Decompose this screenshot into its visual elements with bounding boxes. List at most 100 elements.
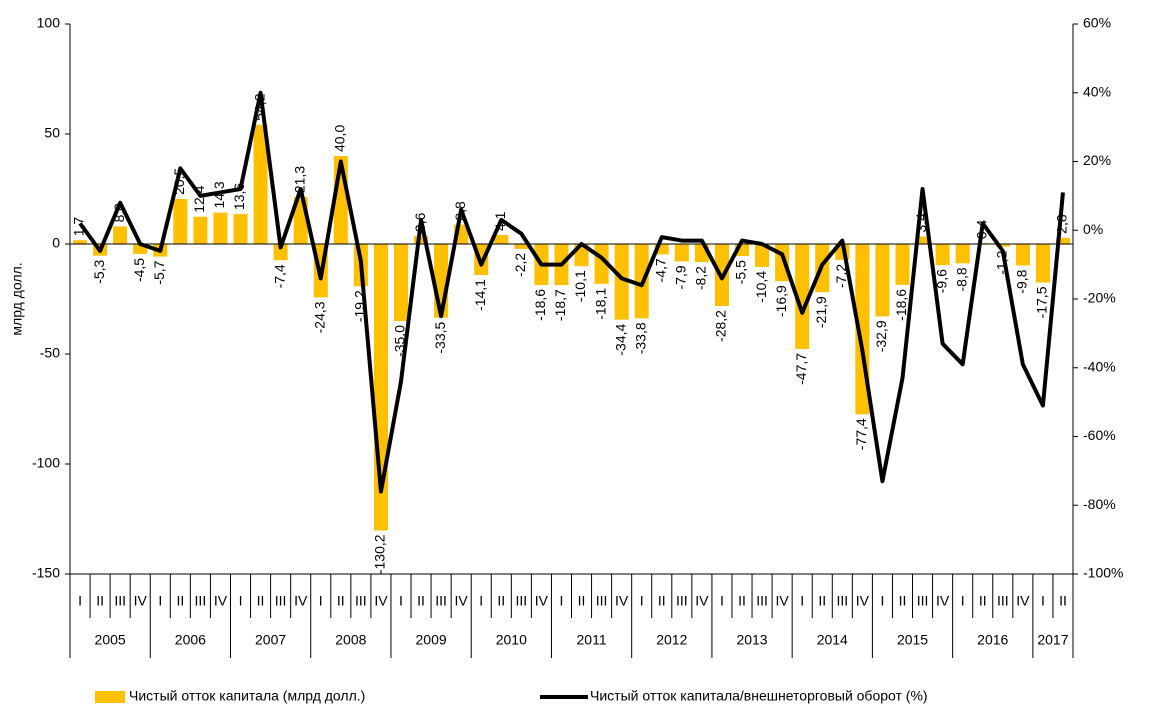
year-label: 2017 <box>1037 632 1068 648</box>
value-label: -47,7 <box>793 353 809 385</box>
year-label: 2006 <box>175 632 206 648</box>
value-label: -2,2 <box>512 253 528 277</box>
x-tick-label: III <box>114 593 126 609</box>
x-tick-label: I <box>961 593 965 609</box>
value-label: -8,8 <box>953 267 969 291</box>
value-label: 54,2 <box>251 93 267 120</box>
value-label: -18,1 <box>592 288 608 320</box>
value-label: 8,0 <box>111 203 127 223</box>
value-label: -9,8 <box>1014 269 1030 293</box>
x-tick-label: II <box>818 593 826 609</box>
year-label: 2010 <box>496 632 527 648</box>
value-label: 21,3 <box>291 166 307 193</box>
value-label: -18,6 <box>532 289 548 321</box>
value-label: -5,5 <box>733 260 749 284</box>
x-tick-label: IV <box>936 593 950 609</box>
x-tick-label: IV <box>455 593 469 609</box>
legend-label: Чистый отток капитала/внешнеторговый обо… <box>590 688 928 704</box>
x-tick-label: I <box>560 593 564 609</box>
bar <box>1035 244 1050 283</box>
value-label: -33,8 <box>632 322 648 354</box>
x-tick-label: III <box>917 593 929 609</box>
value-label: -35,0 <box>392 325 408 357</box>
bar <box>1015 244 1030 266</box>
x-tick-label: IV <box>856 593 870 609</box>
x-tick-label: I <box>720 593 724 609</box>
x-tick-label: III <box>195 593 207 609</box>
value-label: -7,2 <box>833 264 849 288</box>
bar <box>795 244 810 349</box>
x-tick-label: III <box>997 593 1009 609</box>
x-tick-label: II <box>417 593 425 609</box>
value-label: 4,1 <box>492 211 508 231</box>
value-label: -21,9 <box>813 296 829 328</box>
x-tick-label: I <box>319 593 323 609</box>
value-label: -28,2 <box>713 310 729 342</box>
y-axis-label: млрд долл. <box>9 262 25 335</box>
value-label: -10,1 <box>572 270 588 302</box>
x-tick-label: II <box>497 593 505 609</box>
value-label: 14,3 <box>211 181 227 208</box>
value-label: -130,2 <box>372 534 388 574</box>
year-label: 2015 <box>897 632 928 648</box>
value-label: -7,9 <box>673 265 689 289</box>
y2-tick-label: -60% <box>1083 427 1116 443</box>
x-tick-label: III <box>836 593 848 609</box>
value-label: -14,1 <box>472 279 488 311</box>
x-tick-label: I <box>880 593 884 609</box>
x-tick-label: II <box>1059 593 1067 609</box>
value-label: -18,7 <box>552 289 568 321</box>
x-tick-label: I <box>800 593 804 609</box>
x-tick-label: I <box>1041 593 1045 609</box>
value-label: -5,3 <box>91 259 107 283</box>
year-label: 2009 <box>416 632 447 648</box>
y2-tick-label: -80% <box>1083 496 1116 512</box>
x-tick-label: IV <box>374 593 388 609</box>
y2-tick-label: 0% <box>1083 221 1103 237</box>
x-tick-label: II <box>738 593 746 609</box>
value-label: -17,5 <box>1034 286 1050 318</box>
y-tick-label: -100 <box>32 455 60 471</box>
x-tick-label: II <box>979 593 987 609</box>
bar <box>995 244 1010 247</box>
year-label: 2011 <box>577 632 607 648</box>
value-label: -5,7 <box>151 260 167 284</box>
value-label: -77,4 <box>853 418 869 450</box>
value-label: 2,8 <box>1054 214 1070 234</box>
value-label: -32,9 <box>873 320 889 352</box>
y-tick-label: 0 <box>52 235 60 251</box>
value-label: -10,4 <box>753 271 769 303</box>
value-label: 1,7 <box>71 217 87 237</box>
year-label: 2013 <box>736 632 767 648</box>
value-label: -19,2 <box>352 290 368 322</box>
value-label: -33,5 <box>432 321 448 353</box>
year-label: 2008 <box>335 632 366 648</box>
x-tick-label: IV <box>214 593 228 609</box>
x-tick-label: III <box>676 593 688 609</box>
x-tick-label: IV <box>535 593 549 609</box>
bar <box>253 124 268 244</box>
x-tick-label: I <box>399 593 403 609</box>
value-label: 12,4 <box>191 185 207 212</box>
value-label: -9,6 <box>933 269 949 293</box>
value-label: 0,4 <box>973 219 989 239</box>
x-tick-label: II <box>96 593 104 609</box>
bar <box>935 244 950 266</box>
value-label: 40,0 <box>332 125 348 152</box>
value-label: -24,3 <box>311 301 327 333</box>
legend-label: Чистый отток капитала (млрд долл.) <box>129 688 365 704</box>
value-label: 8,8 <box>452 201 468 221</box>
bar <box>915 236 930 244</box>
x-tick-label: IV <box>134 593 148 609</box>
x-tick-label: I <box>239 593 243 609</box>
x-tick-label: II <box>578 593 586 609</box>
bar <box>494 234 509 244</box>
value-label: -1,2 <box>993 250 1009 274</box>
bar <box>895 244 910 285</box>
x-tick-label: II <box>658 593 666 609</box>
y2-tick-label: 20% <box>1083 152 1111 168</box>
x-tick-label: II <box>337 593 345 609</box>
bar <box>73 240 88 244</box>
bar <box>173 198 188 244</box>
